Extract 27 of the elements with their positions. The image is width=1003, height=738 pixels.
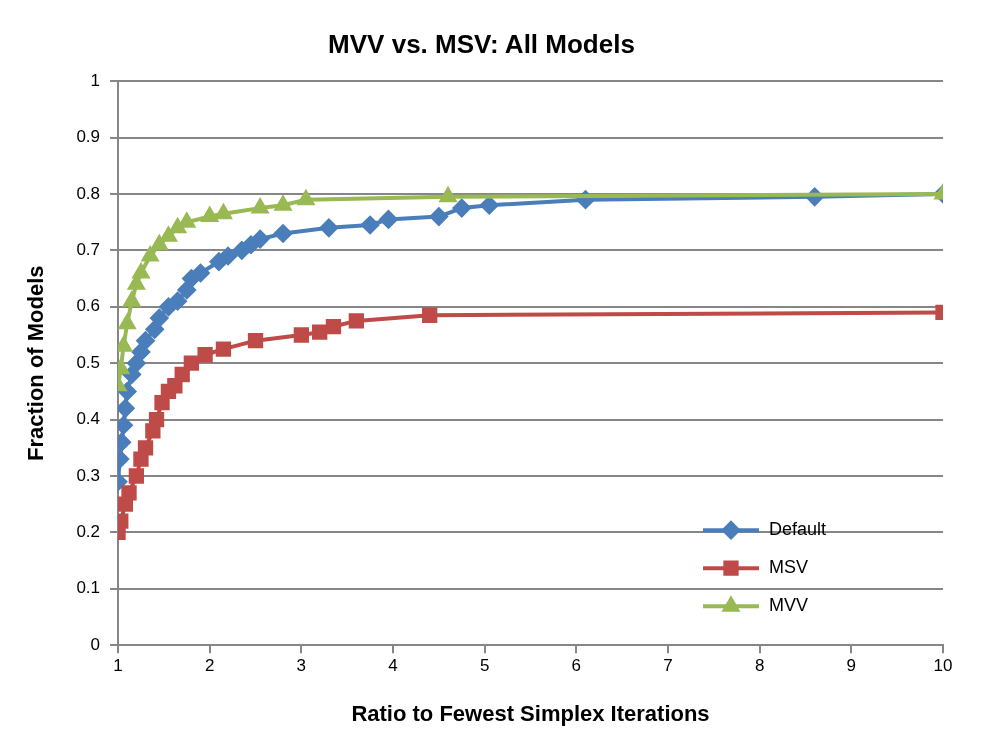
y-tick-label: 0.1: [76, 578, 101, 598]
x-tick-label: 10: [933, 656, 953, 676]
y-tick-label: 0.9: [76, 127, 101, 147]
x-tick-label: 5: [479, 656, 490, 676]
x-tick-label: 8: [754, 656, 765, 676]
legend-label: MVV: [769, 595, 809, 616]
y-tick-label: 0.5: [76, 352, 101, 372]
x-tick-label: 6: [571, 656, 582, 676]
y-tick-label: 0.8: [76, 183, 101, 203]
x-tick-label: 9: [846, 656, 857, 676]
x-tick-label: 1: [113, 656, 123, 676]
x-tick-label: 2: [204, 656, 215, 676]
x-tick-label: 4: [388, 656, 398, 676]
x-axis-title: Ratio to Fewest Simplex Iterations: [351, 700, 710, 726]
y-tick-label: 0: [90, 634, 101, 654]
y-tick-label: 0.7: [76, 240, 101, 260]
y-tick-label: 0.2: [76, 522, 101, 542]
x-tick-label: 7: [663, 656, 673, 676]
legend-label: MSV: [769, 557, 809, 578]
y-tick-label: 1: [90, 70, 101, 90]
y-tick-label: 0.4: [76, 409, 101, 429]
y-axis-title: Fraction of Models: [23, 265, 49, 461]
x-tick-label: 3: [296, 656, 307, 676]
legend-label: Default: [769, 519, 827, 540]
y-tick-label: 0.6: [76, 296, 101, 316]
y-tick-label: 0.3: [76, 465, 101, 485]
chart-title: MVV vs. MSV: All Models: [328, 28, 635, 59]
